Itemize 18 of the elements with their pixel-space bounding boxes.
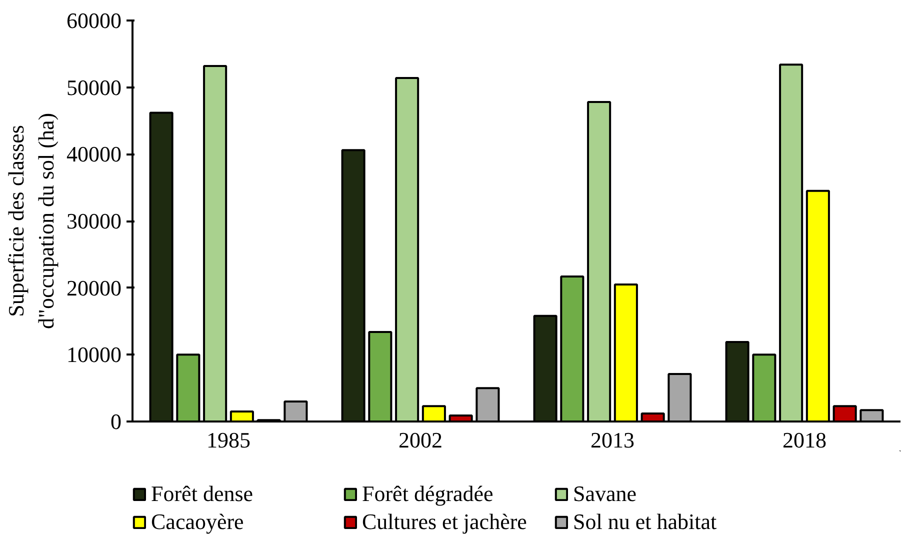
x-tick-label: 1985 xyxy=(206,428,250,452)
legend-label: Forêt dense xyxy=(151,481,254,507)
legend-label: Cacaoyère xyxy=(151,509,245,535)
y-tick-label: 60000 xyxy=(66,8,122,33)
y-tick-label: 50000 xyxy=(66,74,122,100)
y-axis-title: Superficie des classes d"occupation du sol (ha) xyxy=(4,112,58,330)
x-tick-label: 2002 xyxy=(398,428,442,452)
legend-label: Sol nu et habitat xyxy=(573,509,718,535)
y-tick-label: 40000 xyxy=(66,142,122,167)
y-tick-label: 30000 xyxy=(66,208,122,234)
x-tick-label: 2018 xyxy=(782,428,826,452)
legend-label: Forêt dégradée xyxy=(362,481,494,507)
legend-label: Cultures et jachère xyxy=(362,509,528,535)
y-tick-label: 20000 xyxy=(66,275,122,300)
y-tick-label: 10000 xyxy=(66,342,122,368)
legend-label: Savane xyxy=(573,481,638,507)
y-tick-label: 0 xyxy=(110,409,122,434)
x-tick-label: 2013 xyxy=(590,428,634,452)
